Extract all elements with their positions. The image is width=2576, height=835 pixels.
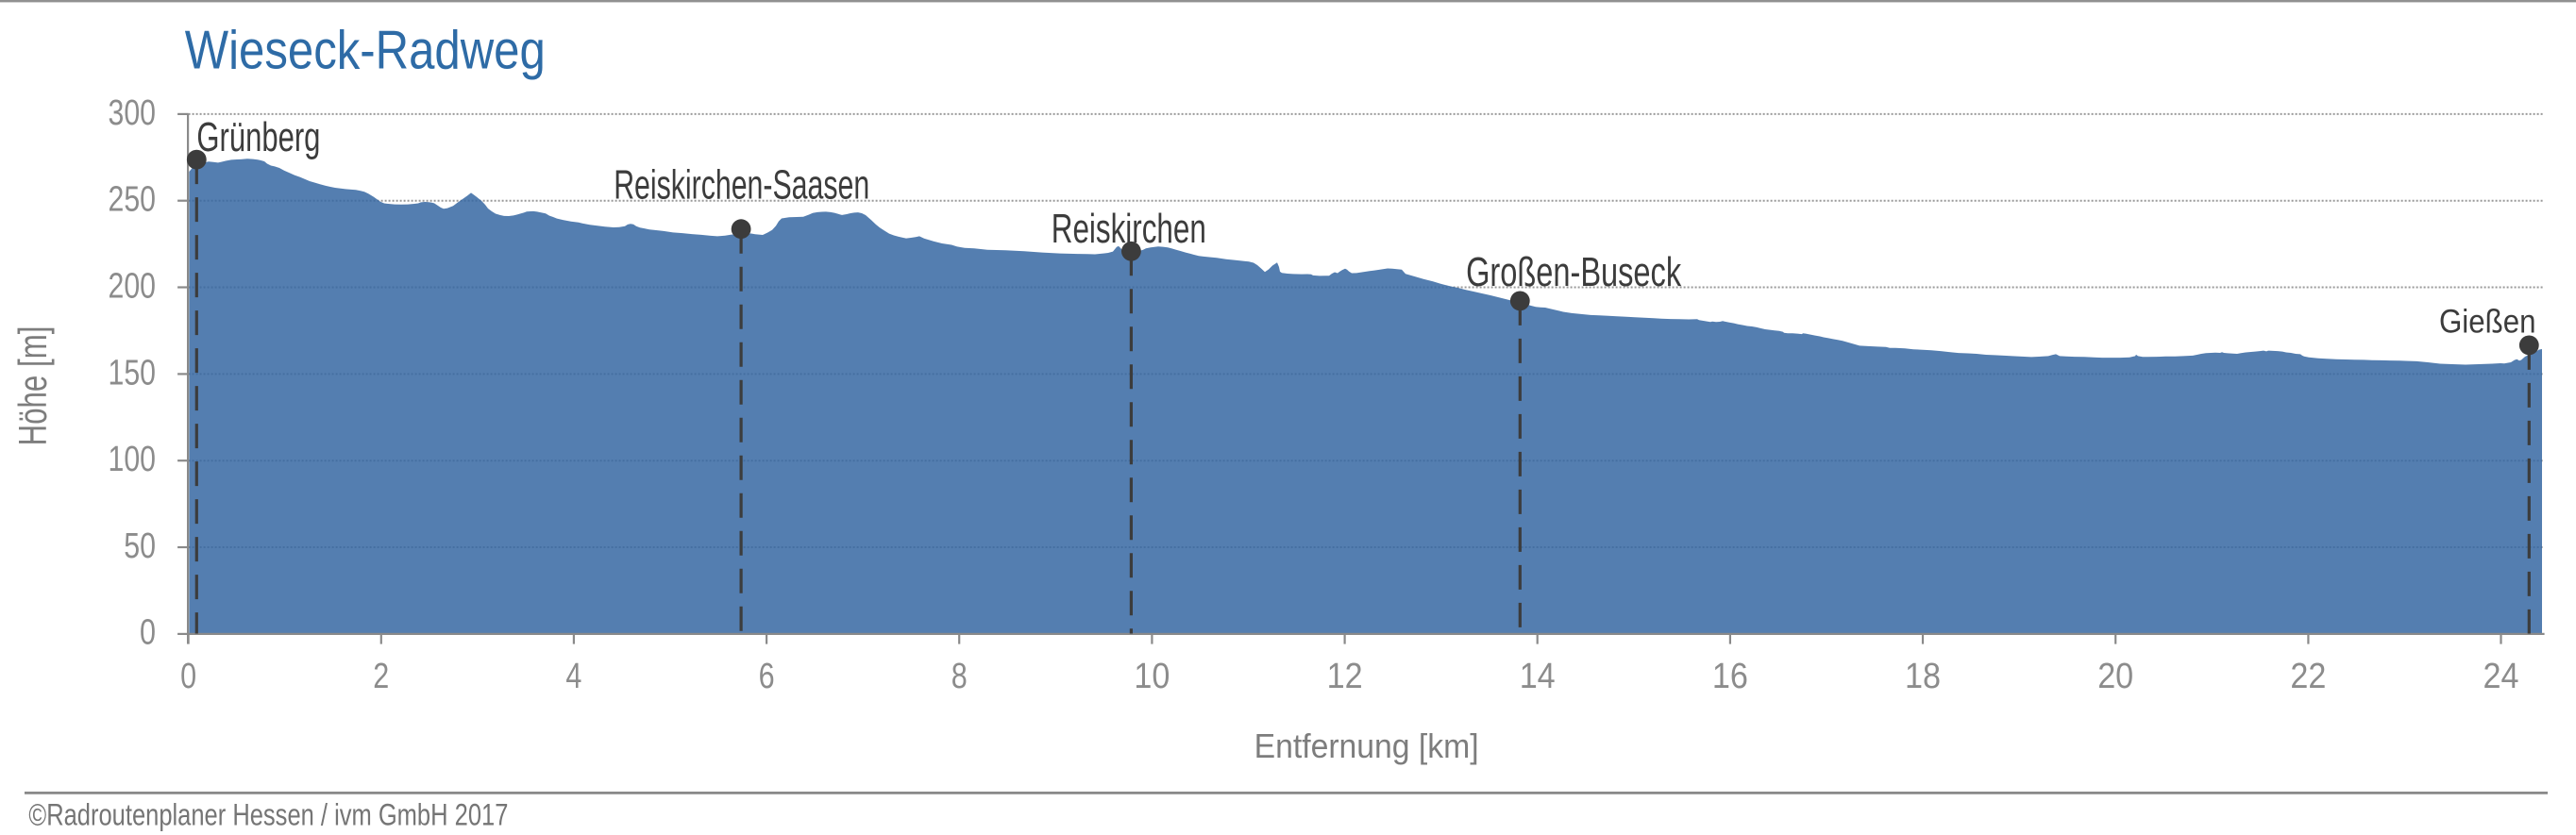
- svg-text:8: 8: [951, 657, 968, 696]
- svg-text:16: 16: [1712, 657, 1748, 696]
- svg-text:4: 4: [565, 657, 581, 696]
- svg-text:50: 50: [124, 526, 156, 566]
- svg-text:14: 14: [1520, 657, 1556, 696]
- svg-text:18: 18: [1905, 657, 1941, 696]
- svg-text:24: 24: [2483, 657, 2519, 696]
- svg-text:2: 2: [373, 657, 389, 696]
- svg-text:10: 10: [1134, 657, 1170, 696]
- svg-text:Höhe [m]: Höhe [m]: [10, 326, 55, 446]
- svg-text:22: 22: [2290, 657, 2326, 696]
- svg-text:Gießen: Gießen: [2439, 304, 2536, 341]
- svg-text:150: 150: [109, 353, 157, 392]
- svg-text:Reiskirchen: Reiskirchen: [1052, 207, 1206, 252]
- svg-text:12: 12: [1327, 657, 1363, 696]
- svg-text:200: 200: [109, 266, 157, 306]
- svg-text:Reiskirchen-Saasen: Reiskirchen-Saasen: [614, 162, 869, 208]
- svg-text:0: 0: [180, 657, 196, 696]
- svg-text:Großen-Buseck: Großen-Buseck: [1466, 250, 1681, 295]
- svg-text:Entfernung [km]: Entfernung [km]: [1254, 726, 1479, 765]
- svg-text:300: 300: [109, 93, 157, 133]
- svg-text:Wieseck-Radweg: Wieseck-Radweg: [185, 21, 546, 81]
- svg-text:©Radroutenplaner Hessen / ivm: ©Radroutenplaner Hessen / ivm GmbH 2017: [28, 798, 508, 832]
- svg-text:100: 100: [109, 440, 157, 479]
- svg-text:250: 250: [109, 180, 157, 220]
- svg-text:Grünberg: Grünberg: [196, 115, 320, 160]
- svg-text:20: 20: [2097, 657, 2133, 696]
- svg-text:0: 0: [140, 613, 156, 653]
- svg-text:6: 6: [759, 657, 775, 696]
